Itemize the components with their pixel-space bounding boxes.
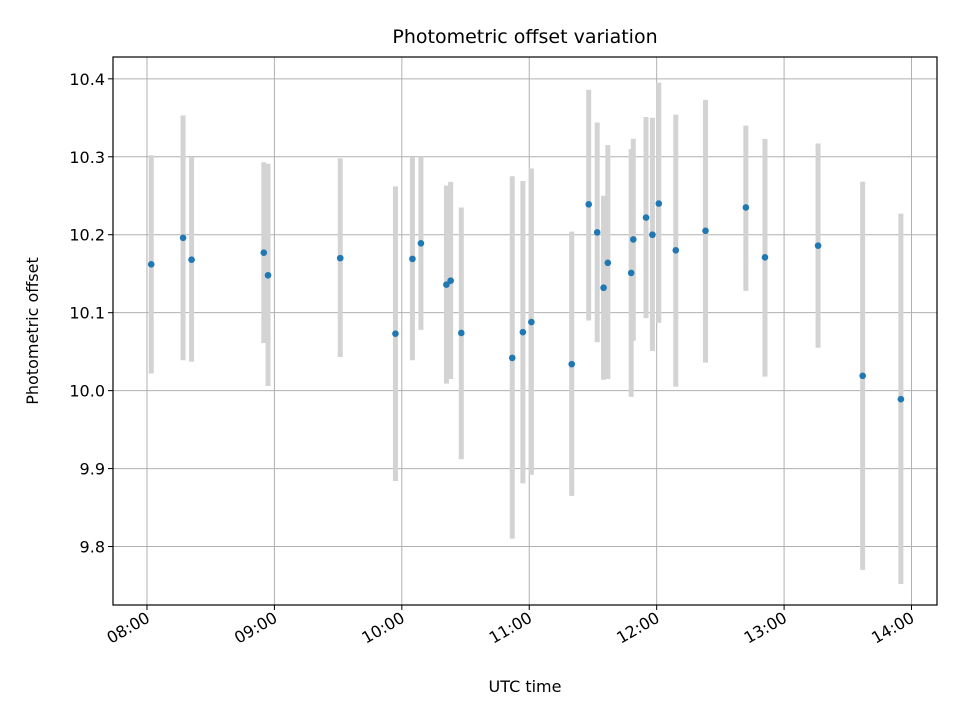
data-point: [761, 254, 769, 261]
data-point: [392, 330, 399, 338]
data-point: [409, 255, 416, 263]
data-point: [627, 269, 635, 277]
data-point: [519, 328, 527, 336]
y-axis-label: Photometric offset: [23, 257, 42, 405]
plot-frame: [112, 56, 938, 606]
data-point: [147, 261, 155, 268]
data-point: [188, 256, 195, 263]
y-tick-label: 10.3: [69, 148, 105, 167]
data-point: [600, 284, 607, 292]
data-point: [604, 259, 612, 267]
y-axis-ticks: 9.8 9.9 10.0 10.1 10.2 10.3 10.4: [69, 70, 113, 557]
data-point: [508, 354, 516, 362]
data-point: [568, 360, 576, 368]
data-point: [443, 281, 450, 288]
data-point: [859, 372, 866, 380]
y-tick-label: 10.2: [69, 226, 105, 245]
chart-title: Photometric offset variation: [392, 26, 657, 48]
y-tick-label: 10.4: [69, 70, 105, 89]
data-point: [742, 204, 750, 211]
data-point: [814, 242, 822, 249]
data-points: [147, 200, 905, 403]
data-point: [417, 240, 425, 247]
data-point: [179, 234, 187, 242]
data-point: [336, 254, 344, 262]
data-point: [702, 227, 709, 235]
data-point: [672, 247, 680, 254]
x-axis-label: UTC time: [489, 677, 562, 696]
data-point: [457, 329, 465, 337]
y-tick-label: 9.8: [80, 538, 105, 557]
data-point: [264, 271, 272, 279]
data-point: [528, 318, 535, 326]
data-point: [897, 395, 905, 403]
data-point: [585, 201, 593, 208]
y-tick-label: 10.0: [69, 382, 105, 401]
data-point: [447, 277, 454, 285]
data-point: [655, 200, 663, 207]
data-point: [649, 231, 656, 239]
data-point: [260, 249, 268, 256]
y-tick-label: 9.9: [80, 460, 105, 479]
data-point: [630, 236, 637, 243]
data-point: [593, 229, 601, 236]
y-tick-label: 10.1: [69, 304, 105, 323]
data-point: [642, 214, 650, 221]
